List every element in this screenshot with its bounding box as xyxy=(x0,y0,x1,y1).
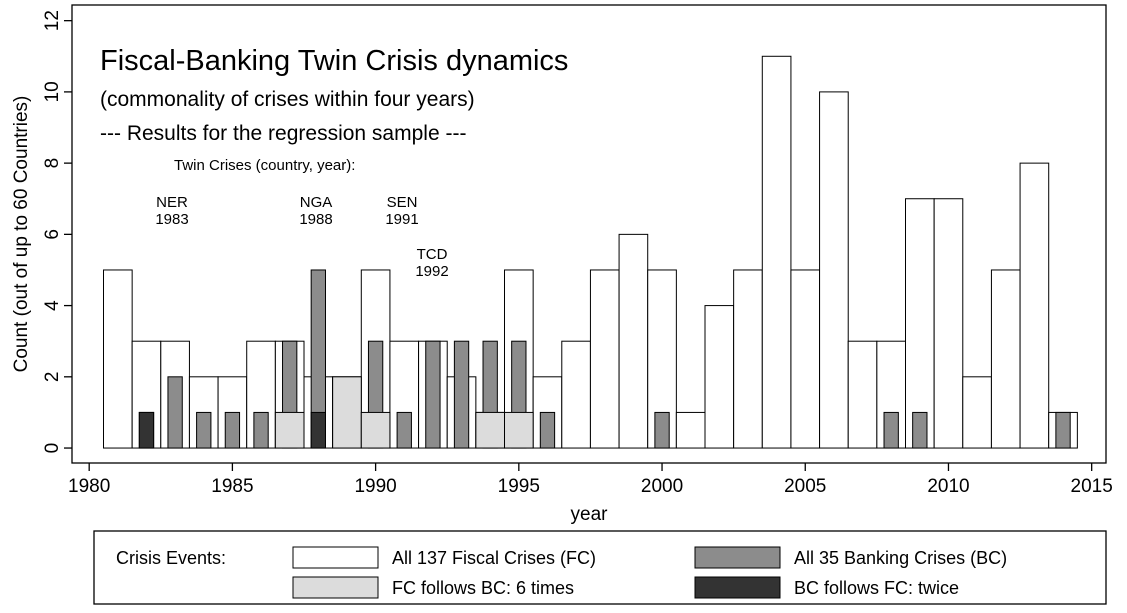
bar xyxy=(253,411,269,449)
legend-swatch xyxy=(694,576,781,599)
bar xyxy=(332,376,362,449)
legend-box xyxy=(93,530,1107,605)
bar xyxy=(654,411,670,449)
annotation: NER xyxy=(156,194,188,211)
bar xyxy=(912,411,928,449)
x-tick-label: 1995 xyxy=(498,476,540,497)
annotation: TCD xyxy=(417,246,448,263)
bar xyxy=(962,376,992,449)
bar xyxy=(396,411,412,449)
bar xyxy=(167,376,183,449)
x-tick-label: 1985 xyxy=(211,476,253,497)
bar xyxy=(589,269,620,449)
x-tick-label: 2010 xyxy=(927,476,969,497)
y-tick-label: 0 xyxy=(42,443,63,454)
annotation: 1991 xyxy=(385,211,418,228)
x-tick-label: 2000 xyxy=(641,476,683,497)
bar xyxy=(733,269,763,449)
y-tick-label: 8 xyxy=(42,158,63,169)
bar xyxy=(675,411,706,449)
bar xyxy=(539,411,556,449)
bar xyxy=(990,269,1021,449)
bar xyxy=(103,269,133,449)
y-axis-label: Count (out of up to 60 Countries) xyxy=(11,96,32,373)
legend-label: FC follows BC: 6 times xyxy=(392,578,574,598)
bar xyxy=(138,411,155,449)
bar xyxy=(847,340,878,449)
x-tick-label: 2015 xyxy=(1071,476,1113,497)
note: --- Results for the regression sample --… xyxy=(100,122,466,145)
bar xyxy=(618,233,649,449)
bar xyxy=(196,411,212,449)
annotation: Twin Crises (country, year): xyxy=(174,157,355,174)
bar xyxy=(475,411,506,449)
annotation: SEN xyxy=(387,194,418,211)
bar xyxy=(310,411,326,449)
bar xyxy=(453,340,470,449)
bar xyxy=(224,411,241,449)
y-tick-label: 6 xyxy=(42,229,63,240)
subtitle: (commonality of crises within four years… xyxy=(100,88,475,111)
y-tick-label: 2 xyxy=(42,372,63,383)
y-tick-label: 12 xyxy=(42,10,63,31)
y-tick-label: 10 xyxy=(42,81,63,102)
bar xyxy=(1055,411,1071,449)
legend-label: All 35 Banking Crises (BC) xyxy=(794,548,1007,568)
chart-title: Fiscal-Banking Twin Crisis dynamics xyxy=(100,45,568,77)
bar xyxy=(561,340,591,449)
annotation: NGA xyxy=(300,194,333,211)
legend-label: All 137 Fiscal Crises (FC) xyxy=(392,548,596,568)
legend-label: BC follows FC: twice xyxy=(794,578,959,598)
legend-swatch xyxy=(292,546,379,569)
bar xyxy=(933,198,964,449)
annotation: 1983 xyxy=(155,211,188,228)
annotation: 1988 xyxy=(299,211,332,228)
bar xyxy=(425,340,441,449)
bar xyxy=(704,305,735,449)
bar xyxy=(819,91,849,449)
bar xyxy=(504,411,534,449)
bar xyxy=(274,411,305,449)
x-tick-label: 2005 xyxy=(784,476,826,497)
legend-swatch xyxy=(694,546,781,569)
y-tick-label: 4 xyxy=(42,300,63,311)
bar xyxy=(1019,162,1050,449)
x-tick-label: 1990 xyxy=(354,476,396,497)
bar xyxy=(360,411,391,449)
x-tick-label: 1980 xyxy=(68,476,110,497)
legend-swatch xyxy=(292,576,379,599)
annotation: 1992 xyxy=(415,263,448,280)
legend-title: Crisis Events: xyxy=(116,548,226,568)
bar xyxy=(905,198,935,449)
bar xyxy=(790,269,821,449)
x-axis-label: year xyxy=(571,504,609,525)
bar xyxy=(761,55,792,449)
bar xyxy=(883,411,899,449)
